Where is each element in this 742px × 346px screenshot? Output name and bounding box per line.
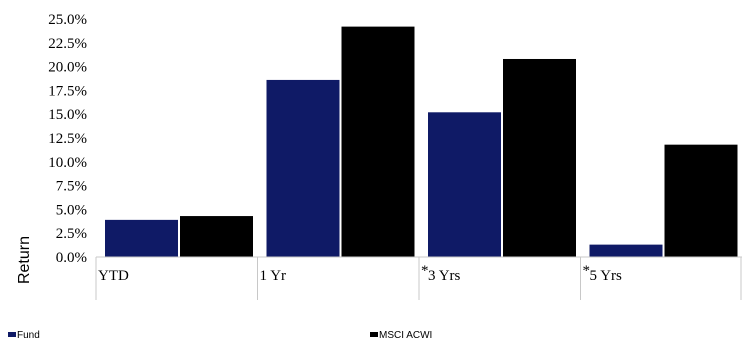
y-tick-label: 25.0% bbox=[48, 12, 87, 28]
y-tick-label: 5.0% bbox=[56, 202, 87, 218]
bars-group bbox=[105, 26, 738, 258]
y-tick-label: 7.5% bbox=[56, 179, 87, 195]
y-tick-label: 12.5% bbox=[48, 131, 87, 147]
x-axis: YTD 1 Yr * 3 Yrs * 5 Yrs bbox=[95, 256, 742, 300]
y-tick-label: 15.0% bbox=[48, 107, 87, 123]
legend-label: MSCI ACWI bbox=[379, 330, 432, 341]
y-tick-label: 22.5% bbox=[48, 36, 87, 52]
bar-msci-acwi-3 bbox=[664, 144, 738, 257]
bar-msci-acwi-2 bbox=[503, 58, 576, 257]
bar-fund-3 bbox=[589, 244, 663, 257]
y-tick-label: 17.5% bbox=[48, 83, 87, 99]
y-axis-title: Return bbox=[16, 236, 33, 284]
y-tick-label: 0.0% bbox=[56, 250, 87, 266]
category-footnote-marker: * bbox=[421, 263, 429, 279]
legend: Fund MSCI ACWI bbox=[8, 330, 432, 341]
bar-msci-acwi-1 bbox=[341, 26, 415, 258]
bar-fund-0 bbox=[105, 219, 178, 257]
x-category-label: 1 Yr bbox=[260, 268, 287, 284]
x-category-label: YTD bbox=[98, 268, 129, 284]
y-tick-label: 2.5% bbox=[56, 226, 87, 242]
legend-swatch bbox=[8, 332, 16, 337]
bar-fund-1 bbox=[266, 79, 340, 257]
bar-msci-acwi-0 bbox=[180, 216, 253, 257]
y-tick-label: 20.0% bbox=[48, 60, 87, 76]
y-tick-label: 10.0% bbox=[48, 155, 87, 171]
x-category-label: 3 Yrs bbox=[428, 268, 461, 284]
legend-label: Fund bbox=[17, 330, 40, 341]
bar-fund-2 bbox=[428, 112, 501, 258]
y-axis: 0.0% 2.5% 5.0% 7.5% 10.0% 12.5% 15.0% 17.5% 20.0… bbox=[48, 12, 87, 266]
x-category-label: 5 Yrs bbox=[590, 268, 623, 284]
legend-swatch bbox=[370, 332, 378, 337]
category-footnote-marker: * bbox=[583, 263, 591, 279]
